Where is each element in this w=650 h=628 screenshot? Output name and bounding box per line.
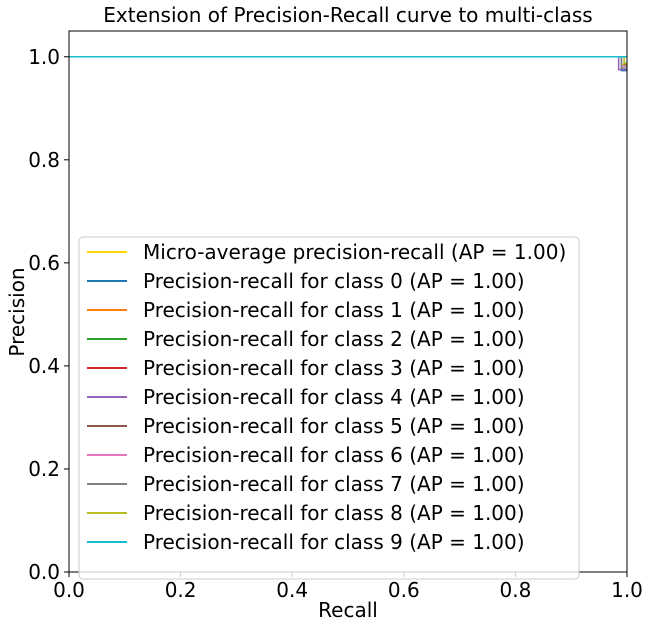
legend-label: Precision-recall for class 7 (AP = 1.00)	[143, 472, 525, 496]
chart-title: Extension of Precision-Recall curve to m…	[103, 3, 592, 27]
y-tick-label: 0.2	[28, 457, 60, 481]
legend-label: Precision-recall for class 8 (AP = 1.00)	[143, 501, 525, 525]
series-line-8	[69, 56, 627, 69]
series-line-1	[69, 56, 627, 72]
legend-label: Micro-average precision-recall (AP = 1.0…	[143, 240, 566, 264]
x-tick-label: 0.4	[276, 578, 308, 602]
legend-label: Precision-recall for class 9 (AP = 1.00)	[143, 530, 525, 554]
y-axis-label: Precision	[5, 267, 29, 356]
y-tick-label: 0.4	[28, 354, 60, 378]
legend-label: Precision-recall for class 1 (AP = 1.00)	[143, 298, 525, 322]
legend-label: Precision-recall for class 2 (AP = 1.00)	[143, 327, 525, 351]
series-layer	[69, 56, 627, 72]
series-line-5	[69, 56, 627, 71]
x-tick-label: 0.8	[499, 578, 531, 602]
x-tick-label: 0.2	[165, 578, 197, 602]
y-tick-label: 1.0	[28, 45, 60, 69]
legend-label: Precision-recall for class 0 (AP = 1.00)	[143, 269, 525, 293]
legend-label: Precision-recall for class 4 (AP = 1.00)	[143, 385, 525, 409]
legend-box	[78, 236, 580, 580]
x-tick-label: 0.6	[388, 578, 420, 602]
series-line-3	[69, 56, 627, 67]
y-tick-label: 0.0	[28, 560, 60, 584]
series-line-9	[69, 56, 627, 64]
x-tick-label: 1.0	[611, 578, 643, 602]
y-tick-label: 0.6	[28, 251, 60, 275]
x-tick-label: 0.0	[53, 578, 85, 602]
legend: Micro-average precision-recall (AP = 1.0…	[78, 236, 580, 580]
series-line-0	[69, 56, 627, 66]
legend-label: Precision-recall for class 5 (AP = 1.00)	[143, 414, 525, 438]
legend-label: Precision-recall for class 6 (AP = 1.00)	[143, 443, 525, 467]
ticks-layer: 0.0 0.2 0.4 0.6 0.8 1.0 0.0 0.2 0.4 0.6 0.8 1.0	[28, 45, 643, 602]
series-line-7	[69, 56, 627, 67]
y-tick-label: 0.8	[28, 148, 60, 172]
x-axis-label: Recall	[318, 598, 378, 622]
legend-label: Precision-recall for class 3 (AP = 1.00)	[143, 356, 525, 380]
series-line-2	[69, 56, 627, 66]
